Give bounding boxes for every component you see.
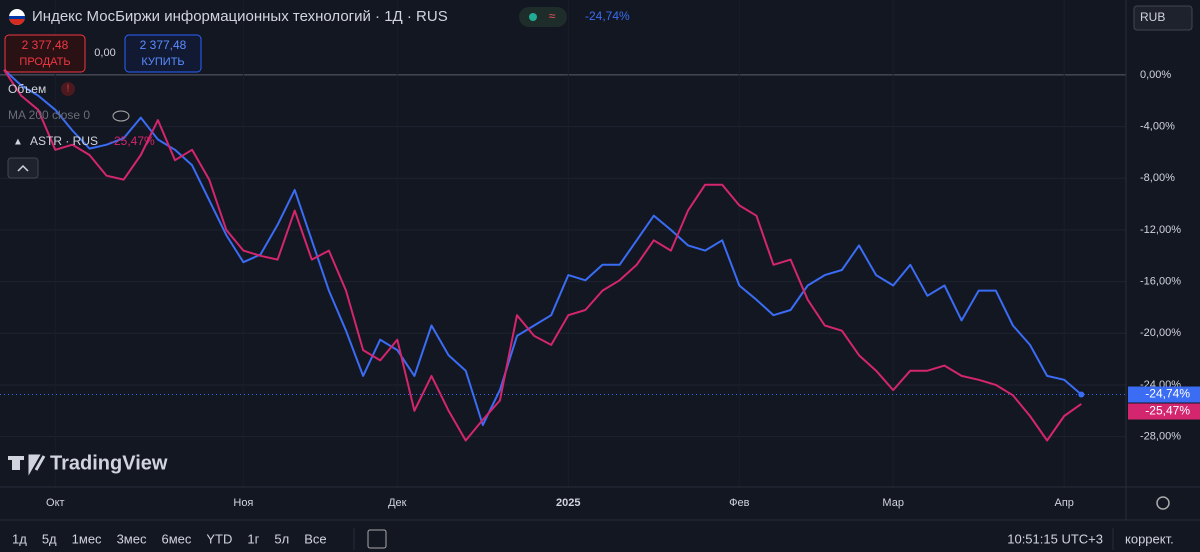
- y-tick-label: -28,00%: [1140, 431, 1181, 443]
- range-button[interactable]: 1мес: [72, 531, 102, 546]
- spread: 0,00: [94, 47, 115, 59]
- toolbar: 1д 5д 1мес 3мес 6мес YTD 1г 5л Все: [12, 531, 327, 546]
- grid: [0, 74, 1126, 438]
- warning-icon: [61, 82, 75, 96]
- x-tick-label: Мар: [882, 497, 904, 509]
- x-tick-label: Окт: [46, 497, 65, 509]
- y-tick-label: -8,00%: [1140, 172, 1175, 184]
- volume-indicator: Объем: [8, 82, 46, 96]
- sell-price: 2 377,48: [22, 38, 69, 52]
- range-button[interactable]: YTD: [206, 531, 232, 546]
- settings-icon[interactable]: [1156, 496, 1170, 510]
- y-tick-label: -16,00%: [1140, 276, 1181, 288]
- collapse-icon: [17, 164, 29, 172]
- series-line: [3, 69, 1082, 442]
- price-label-box: [1128, 386, 1200, 403]
- ma-indicator: MA 200 close 0: [8, 108, 90, 122]
- lines: [0, 69, 1126, 442]
- range-button[interactable]: 5л: [274, 531, 289, 546]
- x-tick-label: Дек: [388, 497, 407, 509]
- change: -24,74%: [585, 9, 630, 23]
- logo: TradingView: [50, 452, 168, 474]
- compare-icon: ▲: [13, 137, 23, 148]
- compare-change: -25,47%: [110, 134, 155, 148]
- sell-button[interactable]: [4, 34, 86, 73]
- price-label: -24,74%: [1145, 387, 1190, 401]
- collapse-button[interactable]: [7, 157, 39, 179]
- price-label-box: [1128, 403, 1200, 420]
- status-dot: [529, 13, 537, 21]
- warning-icon: !: [67, 84, 70, 95]
- x-tick-label: 2025: [556, 497, 580, 509]
- adjust-button[interactable]: коррект.: [1125, 531, 1174, 546]
- y-tick-label: -4,00%: [1140, 121, 1175, 133]
- x-tick-label: Ноя: [233, 497, 253, 509]
- status-badge: [519, 7, 567, 27]
- clock: 10:51:15 UTC+3: [1007, 531, 1103, 546]
- hide-icon[interactable]: [112, 110, 130, 122]
- calendar-icon[interactable]: [367, 529, 387, 549]
- range-button[interactable]: Все: [304, 531, 326, 546]
- range-button[interactable]: 1д: [12, 531, 27, 546]
- status-icon: ≈: [549, 9, 556, 23]
- flag-icon: [9, 16, 25, 19]
- x-tick-label: Апр: [1054, 497, 1073, 509]
- price-label: -25,47%: [1145, 404, 1190, 418]
- symbol-title: Индекс МосБиржи информационных технологи…: [32, 8, 448, 25]
- y-tick-label: -20,00%: [1140, 327, 1181, 339]
- y-tick-label: -12,00%: [1140, 224, 1181, 236]
- currency-button[interactable]: [1133, 5, 1193, 31]
- logo-icon: [8, 456, 24, 460]
- series-line: [3, 69, 1082, 426]
- sell-label: ПРОДАТЬ: [19, 56, 70, 68]
- buy-button[interactable]: [124, 34, 202, 73]
- logo-icon: [28, 454, 46, 476]
- range-button[interactable]: 1г: [247, 531, 259, 546]
- buy-label: КУПИТЬ: [141, 56, 184, 68]
- range-button[interactable]: 3мес: [117, 531, 147, 546]
- compare-symbol: ASTR · RUS: [30, 134, 98, 148]
- last-point: [1078, 391, 1085, 398]
- currency: RUB: [1140, 10, 1165, 24]
- range-button[interactable]: 6мес: [161, 531, 191, 546]
- y-tick-label: 0,00%: [1140, 69, 1171, 81]
- range-button[interactable]: 5д: [42, 531, 57, 546]
- x-tick-label: Фев: [729, 497, 749, 509]
- logo-icon: [12, 456, 20, 470]
- buy-price: 2 377,48: [140, 38, 187, 52]
